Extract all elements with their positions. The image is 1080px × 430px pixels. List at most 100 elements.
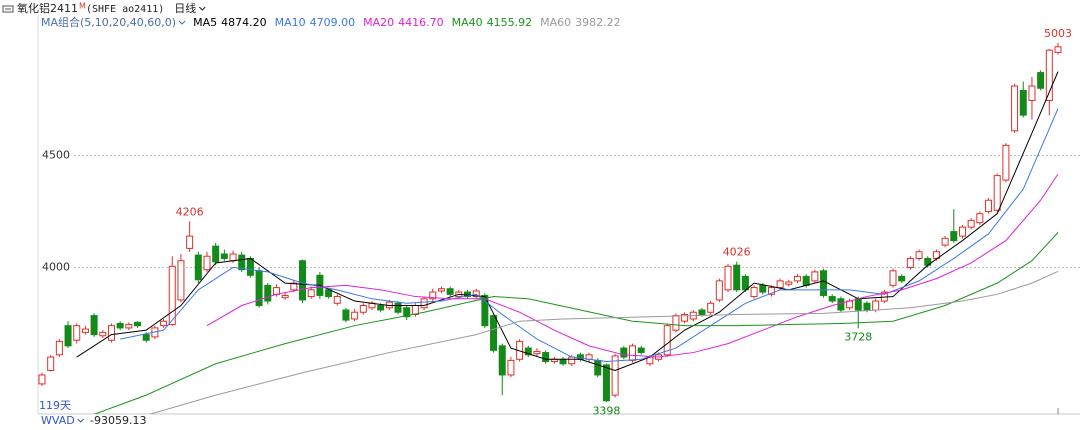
candle-body: [620, 347, 628, 358]
icon-box: [2, 5, 14, 13]
candle-body: [342, 309, 350, 321]
candle-body: [533, 350, 541, 355]
candle-body: [993, 175, 1001, 211]
candle-body: [1037, 72, 1045, 89]
period[interactable]: 日线: [174, 1, 196, 15]
extreme-label: 3398: [592, 404, 620, 417]
candle-body: [281, 294, 289, 299]
legend-name: MA40: [452, 16, 483, 29]
candle-body: [854, 298, 862, 311]
candle-body: [38, 374, 46, 385]
candle-body: [741, 275, 749, 291]
candle-body: [958, 226, 966, 237]
ma-line: [206, 173, 1059, 358]
candle-body: [429, 291, 437, 300]
candle-body: [73, 325, 81, 341]
legend-name: MA60: [540, 16, 571, 29]
extreme-label: 5003: [1044, 27, 1072, 40]
candle-body: [64, 325, 72, 347]
legend-name: MA10: [275, 16, 306, 29]
candle-body: [125, 324, 133, 329]
candle-body: [672, 315, 680, 331]
candle-body: [611, 355, 619, 396]
candle-body: [906, 257, 914, 268]
candle-body: [160, 320, 168, 327]
candle-body: [90, 315, 98, 336]
candle-body: [863, 302, 871, 311]
candle-body: [872, 300, 880, 311]
candle-body: [290, 282, 298, 291]
candle-body: [898, 275, 906, 282]
candle-body: [107, 325, 115, 341]
candle-body: [976, 213, 984, 224]
candle-body: [941, 237, 949, 246]
candle-body: [472, 290, 480, 298]
candle-body: [1002, 144, 1010, 181]
plot: [38, 42, 1062, 414]
candle-body: [325, 289, 333, 298]
candle-body: [637, 347, 645, 354]
candle-body: [785, 281, 793, 285]
ma-group[interactable]: MA组合(5,10,20,40,60,0): [41, 15, 176, 29]
menu-icon[interactable]: [2, 5, 14, 13]
legend-name: MA20: [363, 16, 394, 29]
candle-body: [759, 284, 767, 293]
candle-body: [498, 345, 506, 376]
dropdown-chevron[interactable]: [178, 20, 186, 25]
candle-body: [307, 289, 315, 298]
extreme-label: 4206: [176, 205, 204, 218]
candle-body: [264, 284, 272, 302]
candle-body: [394, 302, 402, 313]
candle-body: [628, 345, 636, 361]
ma-line: [120, 108, 1059, 363]
candle-body: [724, 265, 732, 291]
legend-value: 4155.92: [487, 16, 533, 29]
candle-body: [776, 280, 784, 289]
candle-body: [602, 364, 610, 402]
candle-body: [212, 245, 220, 263]
candle-body: [950, 231, 958, 242]
candle-body: [715, 280, 723, 301]
legend-name: MA5: [193, 16, 217, 29]
dropdown-chevron[interactable]: [198, 6, 206, 11]
candle-body: [359, 305, 367, 313]
ma-line: [76, 71, 1059, 372]
candle-body: [837, 298, 845, 311]
indicator-name[interactable]: WVAD: [41, 414, 75, 427]
candle-body: [55, 340, 63, 356]
candle-body: [1011, 85, 1019, 132]
candle-body: [1054, 46, 1062, 53]
candle-body: [490, 315, 498, 351]
legend-value: 4416.70: [398, 16, 444, 29]
y-tick-label: 4500: [42, 148, 70, 161]
candle-body: [116, 322, 124, 329]
candle-body: [1028, 85, 1036, 102]
candle-body: [507, 359, 515, 376]
candle-body: [142, 334, 150, 341]
candle-body: [446, 288, 454, 295]
ma-line: [148, 270, 1059, 414]
candle-body: [177, 260, 185, 301]
candle-body: [524, 347, 532, 356]
candle-body: [351, 311, 359, 320]
candle-body: [246, 257, 254, 276]
extreme-label: 4026: [723, 246, 751, 259]
candle-body: [750, 287, 758, 298]
candle-body: [820, 270, 828, 296]
candle-body: [272, 287, 280, 295]
candle-body: [828, 296, 836, 302]
candle-body: [186, 235, 194, 249]
extreme-label: 3728: [844, 330, 872, 343]
candle-body: [168, 265, 176, 326]
candle-body: [707, 302, 715, 313]
candle-body: [1019, 89, 1027, 116]
candle-body: [203, 255, 211, 271]
candle-body: [229, 253, 237, 262]
candle-body: [568, 356, 576, 365]
candle-body: [663, 325, 671, 356]
candle-body: [238, 254, 246, 271]
candle-body: [134, 321, 142, 327]
dropdown-chevron[interactable]: [77, 418, 85, 423]
